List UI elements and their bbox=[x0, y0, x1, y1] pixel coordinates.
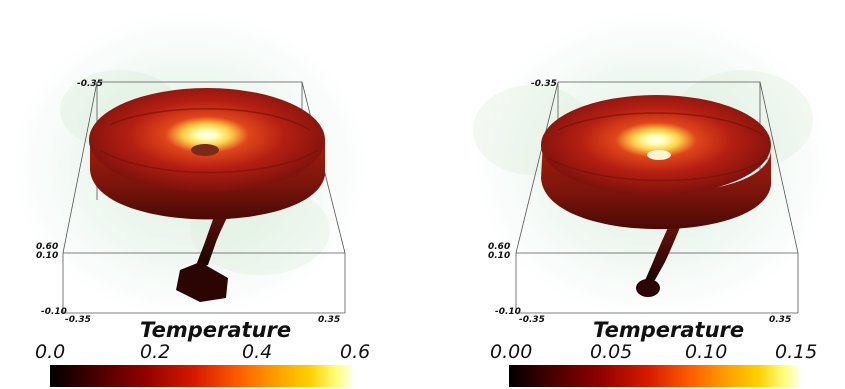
colorbar-tick: 0.0 bbox=[35, 341, 66, 363]
disk-top bbox=[541, 95, 771, 195]
axis-x-left: -0.35 bbox=[519, 315, 545, 325]
colorbar-tick: 0.4 bbox=[242, 341, 273, 363]
axis-y-upper: 0.60 bbox=[488, 242, 511, 252]
axis-y-lower: 0.10 bbox=[36, 251, 59, 261]
colorbar-tick: 0.2 bbox=[140, 341, 171, 363]
tail-blob bbox=[176, 262, 228, 302]
colorbar-tick: 0.10 bbox=[685, 341, 728, 363]
tail-blob bbox=[636, 279, 660, 297]
disk-side bbox=[90, 135, 325, 220]
colorbar-tick: 0.05 bbox=[590, 341, 633, 363]
axis-z-top: -0.35 bbox=[531, 79, 557, 89]
axis-y-upper: 0.60 bbox=[36, 242, 59, 252]
disk-top bbox=[89, 88, 325, 192]
render-panel-left: -0.35 0.60 0.10 -0.10 -0.35 0.35 Tempera… bbox=[0, 0, 422, 389]
volume-render-right bbox=[468, 5, 838, 325]
axis-y-lower: 0.10 bbox=[488, 251, 511, 261]
axis-x-right: 0.35 bbox=[769, 315, 792, 325]
colorbar-tick: 0.6 bbox=[340, 341, 371, 363]
colorbar-title: Temperature bbox=[140, 318, 292, 342]
colorbar-title: Temperature bbox=[593, 318, 745, 342]
axis-z-top: -0.35 bbox=[77, 79, 103, 89]
colorbar bbox=[50, 365, 352, 387]
colorbar-tick: 0.15 bbox=[775, 341, 818, 363]
render-panel-right: -0.35 0.60 0.10 -0.10 -0.35 0.35 Tempera… bbox=[423, 0, 845, 389]
axis-x-left: -0.35 bbox=[65, 315, 91, 325]
axis-x-corner: -0.10 bbox=[41, 307, 67, 317]
disk-side bbox=[541, 140, 771, 230]
colorbar-tick: 0.00 bbox=[490, 341, 533, 363]
colorbar bbox=[509, 365, 799, 387]
volume-render-left bbox=[5, 5, 375, 325]
axis-x-corner: -0.10 bbox=[495, 307, 521, 317]
axis-x-right: 0.35 bbox=[318, 315, 341, 325]
